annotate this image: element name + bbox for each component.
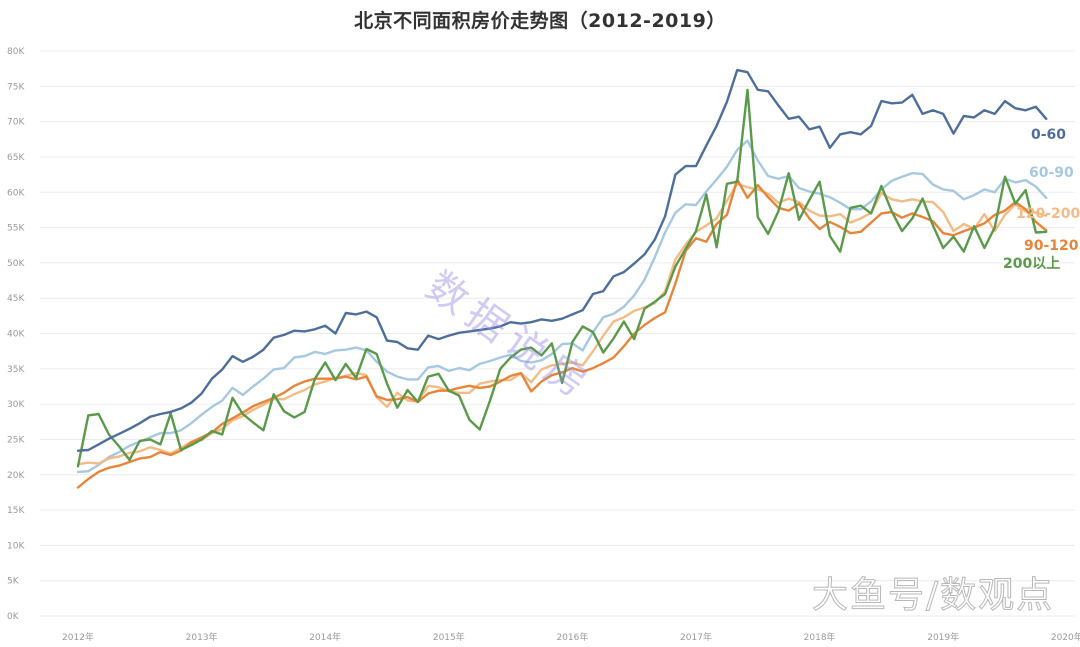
- y-tick-label: 40K: [7, 330, 25, 340]
- x-tick-label: 2014年: [309, 631, 341, 643]
- series-end-labels: 0-60 60-90 120-200 90-120 200以上: [1003, 127, 1080, 272]
- series-line-0-60: [76, 68, 1048, 452]
- series-lines: [76, 68, 1048, 489]
- x-tick-label: 2018年: [804, 631, 836, 643]
- series-label: 60-90: [1029, 165, 1074, 181]
- y-tick-label: 55K: [7, 224, 25, 234]
- y-axis: 0K 5K 10K 15K 20K 25K 30K 35K 40K 45K 50K 55K 60K 65K…: [7, 47, 25, 622]
- y-tick-label: 35K: [7, 365, 25, 375]
- y-tick-label: 65K: [7, 153, 25, 163]
- series-label: 200以上: [1003, 256, 1060, 272]
- y-tick-label: 70K: [7, 118, 25, 128]
- y-tick-label: 10K: [7, 541, 25, 551]
- x-tick-label: 2017年: [680, 631, 712, 643]
- y-tick-label: 15K: [7, 506, 25, 516]
- y-tick-label: 45K: [7, 294, 25, 304]
- x-tick-label: 2015年: [433, 631, 465, 643]
- y-tick-label: 20K: [7, 471, 25, 481]
- x-tick-label: 2016年: [556, 631, 588, 643]
- series-line-200以上: [76, 88, 1048, 468]
- series-line-60-90: [76, 139, 1048, 474]
- y-tick-label: 75K: [7, 82, 25, 92]
- y-tick-label: 80K: [7, 47, 25, 57]
- y-tick-label: 0K: [7, 612, 20, 622]
- y-tick-label: 25K: [7, 435, 25, 445]
- series-label: 90-120: [1024, 238, 1079, 254]
- y-tick-label: 5K: [7, 577, 20, 587]
- series-label: 0-60: [1031, 127, 1066, 143]
- gridlines: [40, 50, 1075, 617]
- y-tick-label: 30K: [7, 400, 25, 410]
- x-tick-label: 2019年: [927, 631, 959, 643]
- y-tick-label: 60K: [7, 188, 25, 198]
- x-tick-label: 2012年: [62, 631, 94, 643]
- x-tick-label: 2013年: [186, 631, 218, 643]
- x-axis: 2012年 2013年 2014年 2015年 2016年 2017年 2018年 2019年…: [62, 631, 1080, 643]
- series-label: 120-200: [1016, 206, 1080, 222]
- x-tick-label: 2020年: [1051, 631, 1080, 643]
- chart-title: 北京不同面积房价走势图（2012-2019）: [354, 10, 726, 32]
- y-tick-label: 50K: [7, 259, 25, 269]
- series-line-90-120: [76, 178, 1048, 489]
